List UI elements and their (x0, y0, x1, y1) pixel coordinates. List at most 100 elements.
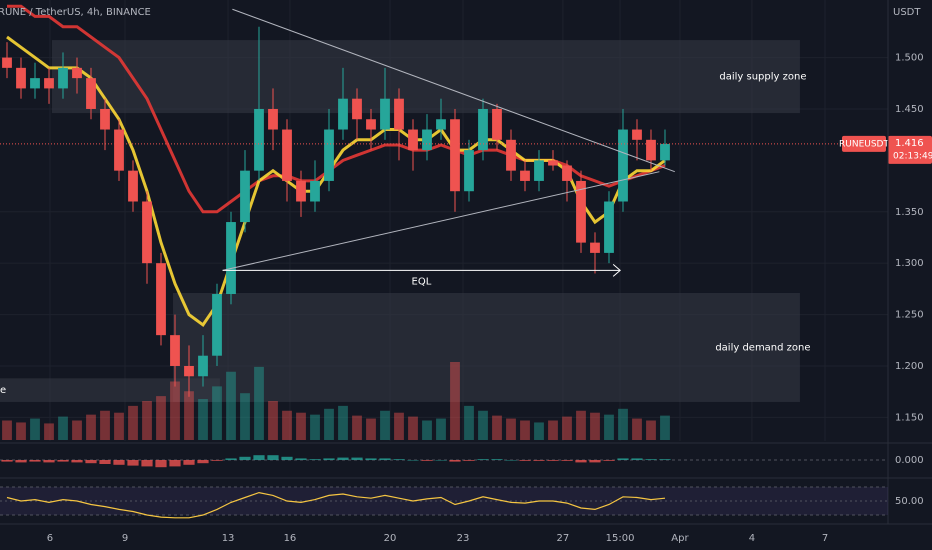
macd-bar (211, 460, 223, 461)
volume-bar (282, 410, 292, 440)
price-label: 1.416 (895, 138, 924, 149)
macd-bar (407, 460, 419, 461)
macd-bar (197, 460, 209, 464)
candle-body (464, 150, 474, 192)
macd-bar (127, 460, 139, 466)
volume-bar (156, 396, 166, 440)
trendline (222, 171, 660, 271)
candle-body (366, 119, 376, 130)
symbol-box (842, 135, 886, 152)
candle-body (282, 129, 292, 181)
main-pane: daily supply zone daily demand zone e EQL (0, 0, 888, 441)
macd-bar (309, 459, 321, 460)
x-tick-label: 15:00 (606, 533, 635, 544)
candle-body (534, 160, 544, 181)
volume-bar (506, 418, 516, 440)
symbol-label: RUNEUSDT (839, 139, 889, 149)
candle-body (254, 108, 264, 171)
volume-bar (492, 415, 502, 440)
y-tick-label: 1.300 (895, 258, 924, 269)
macd-bar (519, 460, 531, 461)
candle-body (576, 180, 586, 243)
zone-label: e (0, 385, 6, 396)
candle-body (86, 78, 96, 109)
x-tick-label: 9 (122, 533, 128, 544)
candle-body (478, 108, 488, 151)
volume-bar (422, 420, 432, 440)
macd-bar (267, 455, 279, 460)
candle-body (184, 365, 194, 377)
macd-bar (155, 460, 167, 468)
candle-body (268, 108, 278, 130)
volume-bar (562, 416, 572, 440)
macd-bar (435, 460, 447, 461)
volume-bar (618, 408, 628, 440)
candle-body (380, 98, 390, 130)
volume-bar (632, 418, 642, 440)
volume-bar (310, 414, 320, 440)
volume-bar (380, 410, 390, 440)
macd-bar (365, 458, 377, 460)
macd-bar (631, 458, 643, 460)
y-tick-label: 1.500 (895, 53, 924, 64)
candle-body (492, 108, 502, 140)
eql-label: EQL (412, 276, 432, 287)
candle-body (324, 129, 334, 181)
candle-body (310, 180, 320, 202)
candle-body (338, 98, 348, 130)
macd-bar (491, 459, 503, 460)
volume-bar (296, 412, 306, 440)
macd-bar (351, 457, 363, 460)
candle-body (142, 201, 152, 264)
candle-body (618, 129, 628, 202)
volume-bar (114, 412, 124, 440)
candle-body (562, 165, 572, 181)
volume-bar (352, 415, 362, 440)
macd-bar (169, 460, 181, 467)
x-tick-label: 27 (557, 533, 570, 544)
macd-bar (589, 460, 601, 463)
zone-label: daily supply zone (719, 72, 806, 83)
eql-arrowhead (612, 263, 621, 277)
candle-body (450, 119, 460, 192)
candle-body (422, 129, 432, 151)
macd-bar (15, 460, 27, 463)
candle-body (58, 67, 68, 89)
candle-body (170, 335, 180, 366)
candle-body (156, 263, 166, 336)
x-tick-label: 20 (384, 533, 397, 544)
macd-bar (603, 460, 615, 461)
volume-bar (590, 412, 600, 440)
candle-body (72, 67, 82, 79)
x-tick-label: 7 (822, 533, 828, 544)
volume-bar (72, 420, 82, 440)
macd-bar (421, 460, 433, 461)
x-tick-label: Apr (671, 533, 689, 544)
candle-body (548, 160, 558, 166)
candle-body (660, 143, 670, 161)
rsi-band (0, 487, 888, 515)
y-tick-label: 0.000 (895, 455, 924, 466)
volume-bar (478, 410, 488, 440)
volume-bar (338, 405, 348, 440)
macd-bar (29, 460, 41, 462)
candle-body (394, 98, 404, 130)
volume-bar (394, 412, 404, 440)
candle-body (16, 67, 26, 89)
candle-body (240, 170, 250, 223)
candle-body (408, 129, 418, 151)
macd-bar (183, 460, 195, 465)
y-tick-label: 1.150 (895, 412, 924, 423)
volume-bar (2, 420, 12, 440)
x-tick-label: 16 (284, 533, 297, 544)
candle-body (44, 78, 54, 89)
zone-label: daily demand zone (715, 342, 810, 353)
candle-body (352, 98, 362, 120)
macd-bar (1, 460, 13, 462)
y-tick-label: 1.200 (895, 361, 924, 372)
volume-bar (86, 414, 96, 440)
macd-bar (225, 458, 237, 460)
